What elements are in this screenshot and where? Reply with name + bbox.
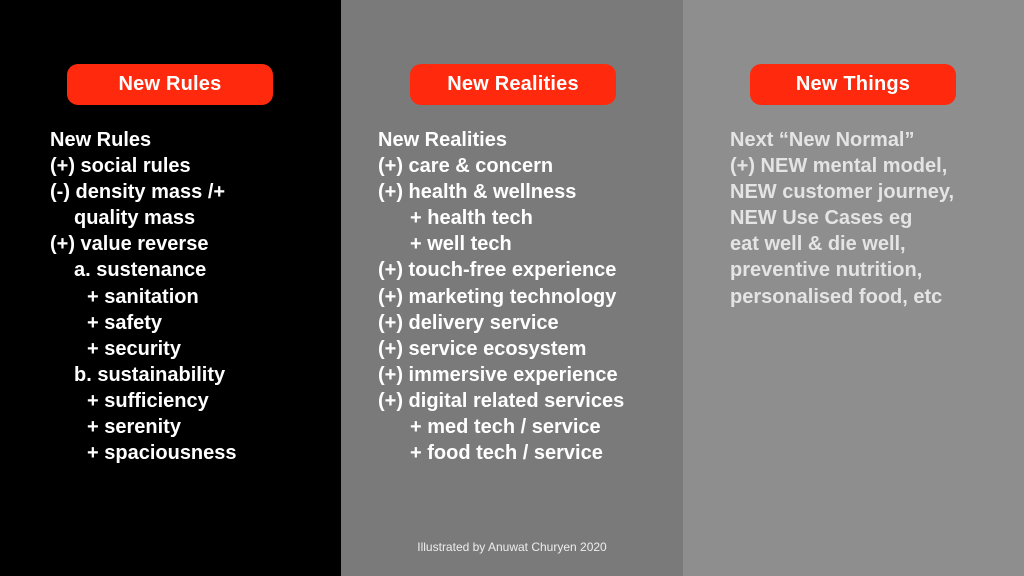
list-item: + spaciousness [87,442,237,465]
new-things-panel: New Things Next “New Normal” (+) NEW men… [683,0,1024,576]
list-item: + med tech / service [410,416,601,439]
list-item: (+) social rules [50,155,191,178]
list-item: (+) service ecosystem [378,337,587,360]
list-item: (+) NEW mental model, [730,155,948,178]
list-item: NEW Use Cases eg [730,207,913,230]
list-item: + well tech [410,233,512,256]
list-item: a. sustenance [74,259,207,282]
list-item: (+) value reverse [50,233,209,256]
list-item: + security [87,337,181,360]
list-item: (+) touch-free experience [378,259,617,282]
list-item: New Realities [378,129,507,151]
new-things-list: Next “New Normal” (+) NEW mental model, … [730,127,954,310]
list-item: personalised food, etc [730,285,943,308]
credit-text: Illustrated by Anuwat Churyen 2020 [417,540,607,554]
list-item: NEW customer journey, [730,181,955,204]
list-item: (+) marketing technology [378,285,617,308]
list-item: (+) delivery service [378,311,559,334]
list-item: + health tech [410,207,533,230]
list-item: (+) health & wellness [378,181,577,204]
new-things-header: New Things [750,64,956,105]
list-item: + serenity [87,416,181,439]
list-item: (+) immersive experience [378,363,618,386]
list-item: New Rules [50,129,152,151]
list-item: (+) digital related services [378,389,625,412]
new-realities-header: New Realities [410,64,616,105]
new-realities-panel: New Realities New Realities (+) care & c… [341,0,683,576]
new-rules-panel: New Rules New Rules (+) social rules (-)… [0,0,341,576]
list-item: + sanitation [87,285,199,308]
list-item: eat well & die well, [730,233,906,256]
list-item: (+) care & concern [378,155,554,178]
list-item: quality mass [74,207,196,230]
new-rules-header: New Rules [67,64,273,105]
list-item: Next “New Normal” [730,129,915,151]
new-rules-list: New Rules (+) social rules (-) density m… [50,127,237,466]
list-item: preventive nutrition, [730,259,923,282]
new-realities-list: New Realities (+) care & concern (+) hea… [378,127,624,466]
list-item: (-) density mass /+ [50,181,226,204]
list-item: + food tech / service [410,442,603,465]
list-item: b. sustainability [74,363,226,386]
list-item: + safety [87,311,163,334]
list-item: + sufficiency [87,389,209,412]
